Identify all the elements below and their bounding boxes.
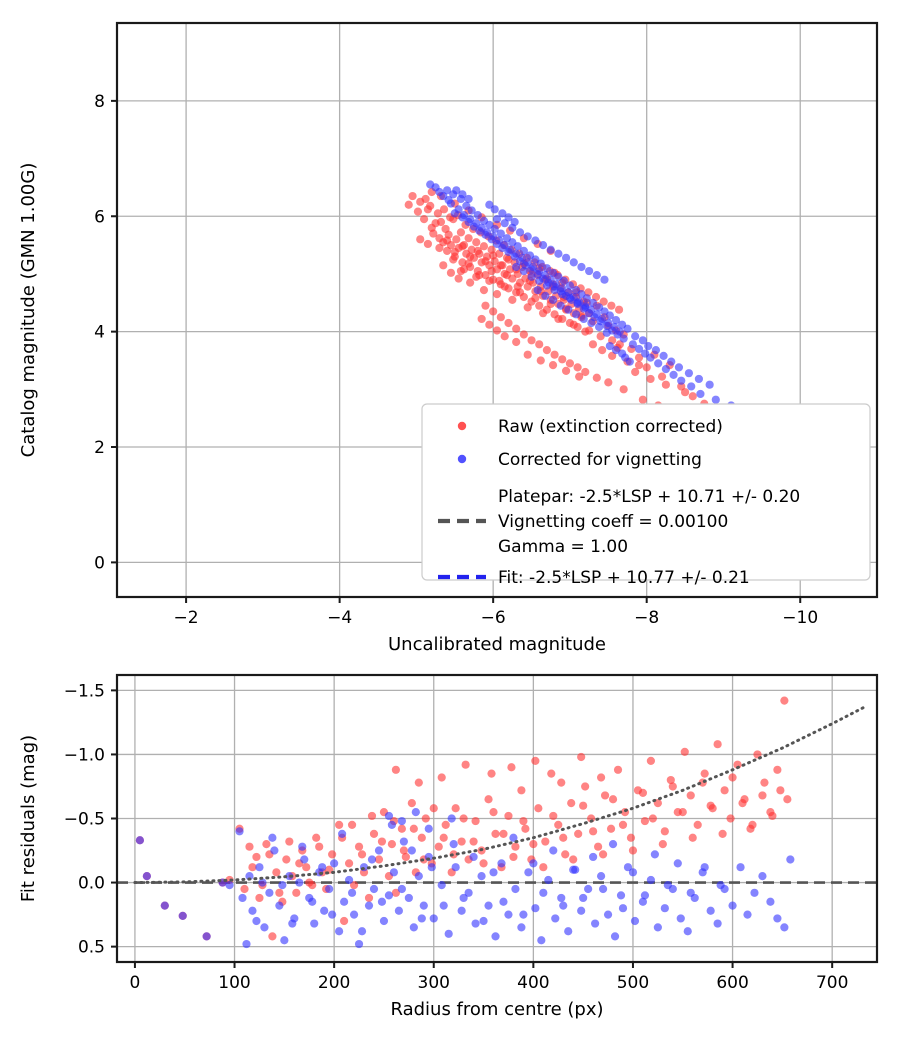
data-area xyxy=(404,180,743,420)
y-tick-label: 2 xyxy=(94,438,105,458)
y-tick-label: 6 xyxy=(94,207,105,227)
x-tick-label: 300 xyxy=(418,973,450,993)
legend-box xyxy=(421,403,871,581)
x-axis-label: Radius from centre (px) xyxy=(390,999,603,1020)
y-tick-label: 8 xyxy=(94,92,105,112)
fit-residuals-plot: 0 100 200 300 400 500 600 700 0.5 0.0 −0.5 −1.0 −1.5… xyxy=(18,673,879,1020)
x-tick-label: 700 xyxy=(816,973,848,993)
x-tick-label: 0 xyxy=(130,973,141,993)
gridlines xyxy=(117,675,877,962)
x-tick-label: 500 xyxy=(617,973,649,993)
legend-raw-marker xyxy=(457,421,467,431)
x-tick-label: −6 xyxy=(481,608,506,628)
vignetting-curve xyxy=(133,704,869,885)
legend-corrected-label: Corrected for vignetting xyxy=(498,450,702,470)
y-tick-label: −1.0 xyxy=(64,745,105,765)
axes-frame xyxy=(115,21,879,599)
x-tick-label: 400 xyxy=(517,973,549,993)
x-tick-label: −8 xyxy=(634,608,659,628)
legend-raw-label: Raw (extinction corrected) xyxy=(498,417,723,437)
legend-corrected-marker xyxy=(457,454,467,464)
y-tick-label: 0.0 xyxy=(78,874,105,894)
legend-platepar-label-line-1: Vignetting coeff = 0.00100 xyxy=(498,512,728,532)
legend-fit-label: Fit: -2.5*LSP + 10.77 +/- 0.21 xyxy=(498,568,750,588)
y-tick-label: −1.5 xyxy=(64,681,105,701)
x-tick-label: 200 xyxy=(318,973,350,993)
y-axis-label: Catalog magnitude (GMN 1.00G) xyxy=(18,163,39,458)
y-axis-label: Fit residuals (mag) xyxy=(18,735,39,902)
x-tick-label: −2 xyxy=(174,608,199,628)
legend: Raw (extinction corrected) Corrected for … xyxy=(421,403,871,588)
legend-platepar-label-line-0: Platepar: -2.5*LSP + 10.71 +/- 0.20 xyxy=(498,487,800,507)
magnitude-calibration-plot: −2 −4 −6 −8 −10 0 2 4 6 8 Uncalibrated magnitude Ca… xyxy=(18,21,879,655)
tick-labels: −2 −4 −6 −8 −10 0 2 4 6 8 xyxy=(94,92,818,628)
y-tick-label: 0.5 xyxy=(78,938,105,958)
series-raw-extinction-corrected xyxy=(135,696,792,941)
tick-labels: 0 100 200 300 400 500 600 700 0.5 0.0 −0.5 −1.0 −1.5 xyxy=(64,681,849,993)
y-tick-label: −0.5 xyxy=(64,810,105,830)
x-axis-label: Uncalibrated magnitude xyxy=(388,634,606,655)
x-tick-label: 100 xyxy=(218,973,250,993)
x-tick-label: −4 xyxy=(327,608,352,628)
series-corrected-for-vignetting xyxy=(426,180,743,420)
x-tick-label: −10 xyxy=(782,608,818,628)
legend-platepar-label-line-2: Gamma = 1.00 xyxy=(498,537,628,557)
y-tick-label: 0 xyxy=(94,553,105,573)
data-area xyxy=(117,696,877,949)
x-tick-label: 600 xyxy=(716,973,748,993)
y-tick-label: 4 xyxy=(94,323,105,343)
series-corrected-for-vignetting xyxy=(135,807,795,949)
